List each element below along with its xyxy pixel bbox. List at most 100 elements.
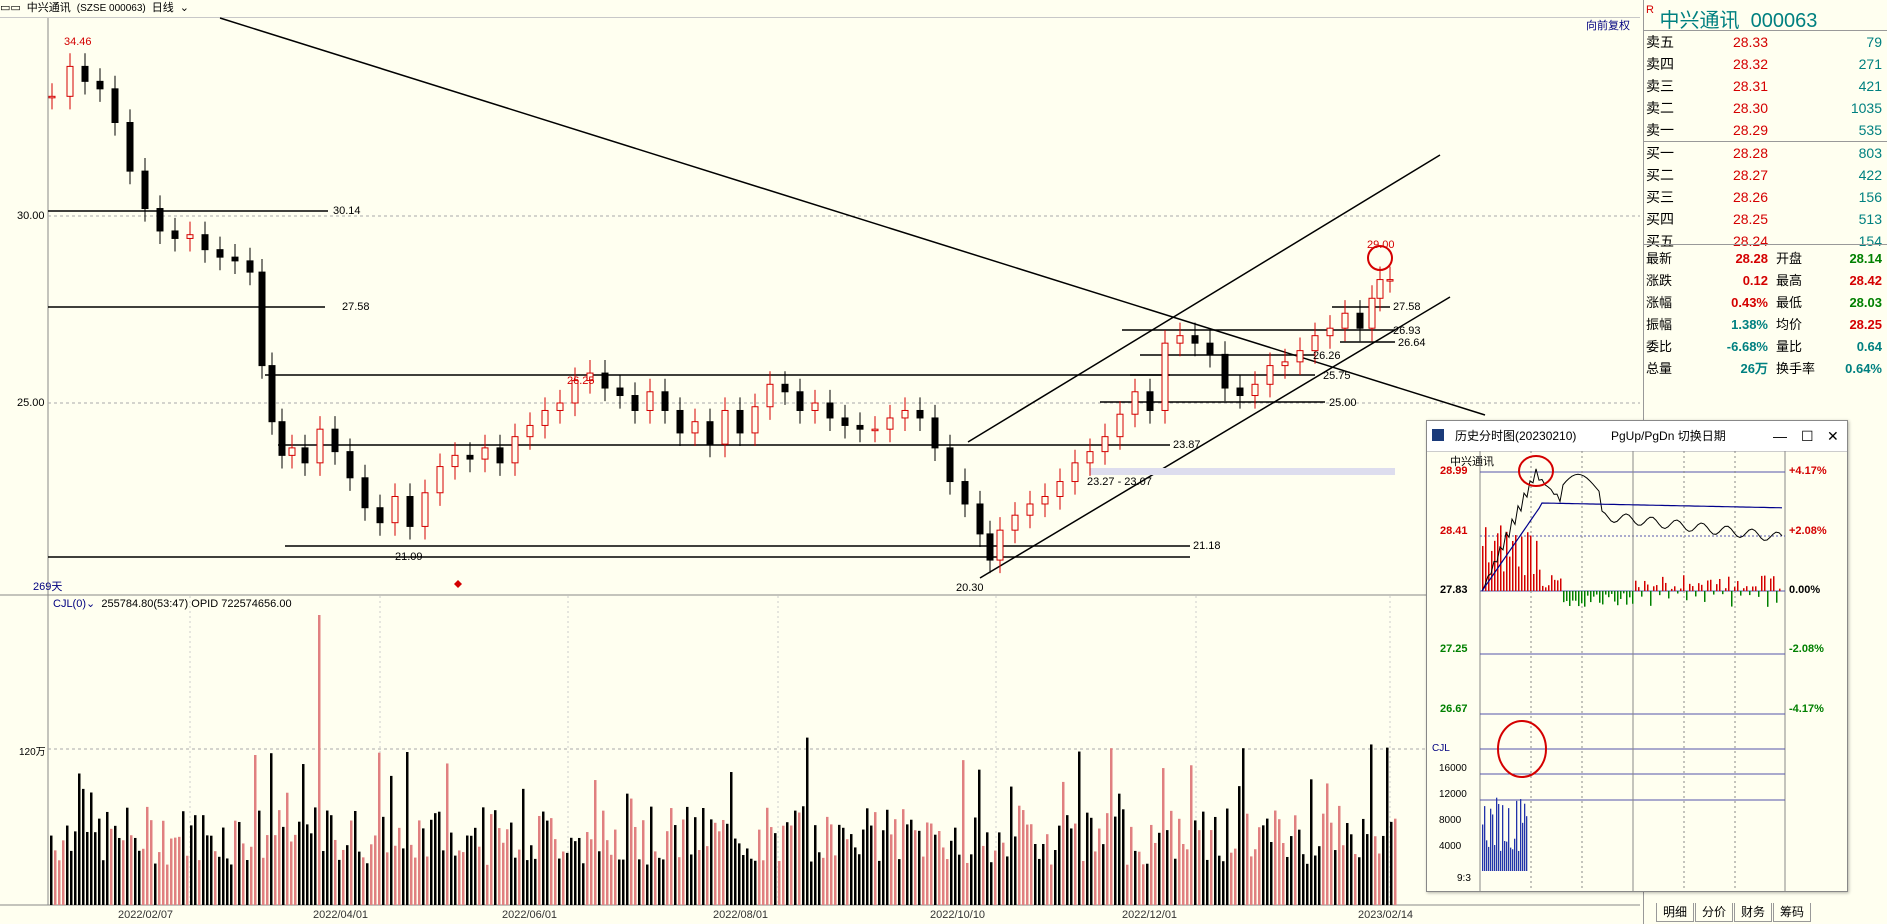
volume-bar — [830, 824, 833, 905]
candle-body — [886, 417, 894, 430]
indicator-name[interactable]: CJL(0) — [53, 598, 87, 610]
stat-label: 最新 — [1646, 251, 1673, 266]
candle-body — [571, 380, 579, 404]
volume-bar — [462, 852, 465, 905]
intraday-bar — [1584, 591, 1586, 607]
intraday-volume-bar — [1508, 808, 1510, 871]
volume-bar — [238, 821, 241, 905]
bids-label: 买一 — [1646, 145, 1674, 161]
volume-bar — [382, 816, 385, 905]
volume-bar — [302, 764, 305, 905]
volume-bar — [114, 825, 117, 905]
volume-bar — [470, 835, 473, 905]
popup-titlebar[interactable]: 历史分时图(20230210) PgUp/PgDn 切换日期 — ☐ ✕ — [1427, 421, 1847, 452]
volume-bar — [682, 819, 685, 905]
volume-bar — [790, 825, 793, 905]
label-30-14: 30.14 — [333, 205, 361, 217]
volume-bar — [122, 840, 125, 905]
intraday-bar — [1674, 586, 1676, 591]
volume-bar — [1194, 820, 1197, 905]
channel-lower-line — [979, 296, 1451, 579]
candle-body — [1251, 383, 1259, 397]
popup-volume-circle — [1497, 720, 1547, 778]
volume-bar — [1218, 855, 1221, 905]
volume-bar — [654, 851, 657, 905]
volume-bar — [1150, 824, 1153, 905]
popup-right-tick: -2.08% — [1789, 643, 1824, 655]
intraday-bar — [1596, 591, 1598, 595]
volume-bar — [810, 861, 813, 905]
intraday-bar — [1494, 540, 1496, 591]
volume-bar — [562, 851, 565, 905]
tab-price-dist[interactable]: 分价 — [1695, 903, 1734, 922]
tab-detail[interactable]: 明细 — [1656, 903, 1695, 922]
volume-bar — [630, 798, 633, 905]
close-icon[interactable]: ✕ — [1827, 428, 1839, 444]
volume-bar — [1370, 744, 1373, 905]
asks-label: 卖三 — [1646, 78, 1674, 94]
volume-bar — [698, 850, 701, 905]
volume-bar — [274, 835, 277, 905]
reinstate-button[interactable]: 向前复权 — [1586, 20, 1630, 32]
intraday-bar — [1728, 576, 1730, 591]
intraday-bar — [1638, 587, 1640, 591]
intraday-bar — [1656, 585, 1658, 591]
indicator-header[interactable]: CJL(0)⌄ 255784.80(53:47) OPID 722574656.… — [53, 597, 292, 610]
asks-price: 28.31 — [1732, 78, 1768, 94]
volume-bar — [866, 808, 869, 905]
x-label-0: 2022/02/07 — [118, 909, 174, 921]
popup-vol-tick: 12000 — [1439, 789, 1467, 800]
volume-bar — [1006, 856, 1009, 905]
volume-bar — [1354, 854, 1357, 905]
volume-bar — [234, 820, 237, 905]
red-diamond-marker — [454, 580, 462, 588]
minimize-icon[interactable]: — — [1773, 428, 1787, 444]
volume-bar — [1122, 809, 1125, 905]
bids-row: 买五 28.24 154 — [1646, 230, 1884, 252]
candle-body — [1311, 335, 1319, 352]
volume-bar — [1314, 855, 1317, 905]
candlestick-chart[interactable] — [0, 0, 1640, 924]
volume-bar — [1102, 844, 1105, 905]
tab-chips[interactable]: 筹码 — [1773, 903, 1812, 922]
intraday-bar — [1725, 588, 1727, 591]
volume-bar — [526, 860, 529, 905]
candle-body — [1116, 413, 1124, 438]
volume-bar — [374, 835, 377, 905]
stat-value: 28.03 — [1849, 295, 1882, 310]
volume-bar — [874, 812, 877, 905]
volume-bar — [1270, 841, 1273, 905]
x-label-5: 2022/12/01 — [1122, 909, 1178, 921]
volume-bar — [670, 808, 673, 905]
volume-bar — [1258, 827, 1261, 905]
intraday-popup-window[interactable]: 历史分时图(20230210) PgUp/PgDn 切换日期 — ☐ ✕ 中兴通… — [1426, 420, 1848, 892]
volume-bar — [934, 834, 937, 905]
volume-bar — [850, 834, 853, 905]
candle-body — [48, 95, 56, 99]
intraday-volume-bar — [1524, 803, 1526, 871]
tab-finance[interactable]: 财务 — [1734, 903, 1773, 922]
volume-bar — [1222, 861, 1225, 905]
period-selector[interactable]: 日线 ⌄ — [151, 2, 189, 14]
volume-bar — [950, 840, 953, 905]
chevron-down-icon[interactable]: ⌄ — [86, 598, 96, 610]
volume-bar — [706, 846, 709, 905]
intraday-volume-bar — [1482, 824, 1484, 871]
candle-body — [691, 421, 699, 434]
volume-bar — [230, 864, 233, 905]
window-icon[interactable]: ▭▭ — [0, 2, 21, 14]
volume-bar — [618, 859, 621, 905]
popup-right-tick: -4.17% — [1789, 703, 1824, 715]
popup-right-tick: 0.00% — [1789, 584, 1821, 596]
stat-label: 均价 — [1776, 317, 1803, 332]
intraday-bar — [1542, 585, 1544, 591]
candle-body — [616, 387, 624, 397]
maximize-icon[interactable]: ☐ — [1801, 428, 1814, 444]
intraday-bar — [1497, 533, 1499, 591]
volume-bar — [622, 859, 625, 905]
chevron-down-icon[interactable]: ⌄ — [179, 2, 189, 14]
asks-row: 卖三 28.31 421 — [1646, 75, 1884, 97]
volume-bar — [1014, 836, 1017, 905]
intraday-bar — [1569, 591, 1571, 606]
popup-left-tick: 28.99 — [1440, 465, 1468, 477]
